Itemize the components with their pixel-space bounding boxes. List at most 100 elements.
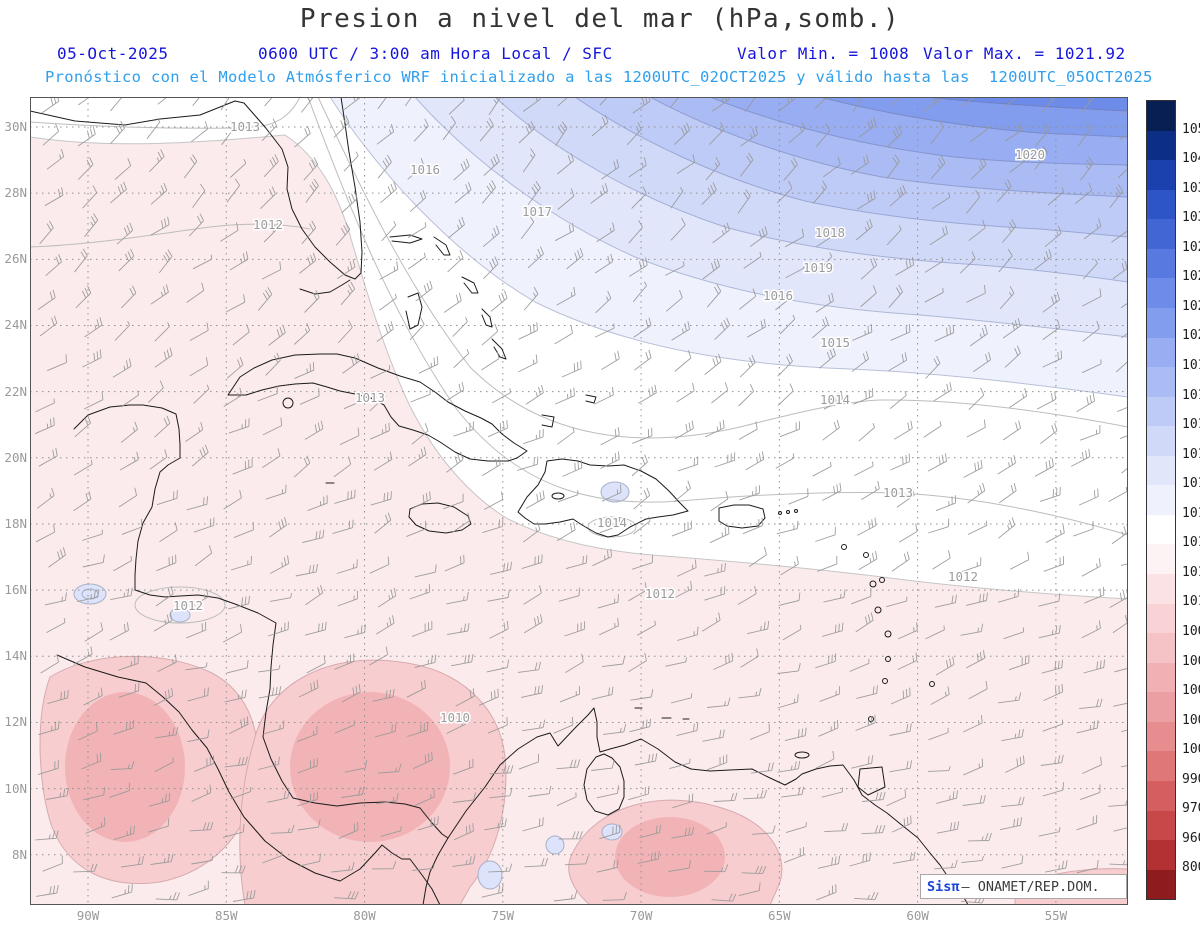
wind-barb — [740, 648, 759, 668]
contour-label: 1016 — [763, 288, 793, 303]
wind-barb — [556, 521, 576, 542]
lat-tick-label: 28N — [4, 185, 27, 201]
wind-barb — [48, 547, 66, 568]
wind-barb — [153, 612, 173, 632]
wind-barb — [630, 689, 654, 701]
wind-barb — [302, 529, 325, 543]
colorbar-band — [1147, 603, 1175, 634]
wind-barb — [407, 722, 429, 737]
colorbar-tick-label: 1028 — [1182, 239, 1200, 255]
wind-barb — [817, 252, 833, 273]
wind-barb — [677, 456, 699, 472]
wind-barb — [192, 254, 213, 270]
wind-barb — [997, 455, 1016, 475]
colorbar-tick-label: 1000 — [1182, 742, 1200, 758]
wind-barb — [521, 685, 544, 698]
wind-barb — [261, 118, 278, 142]
wind-barb — [525, 490, 545, 509]
wind-barb — [1001, 796, 1025, 808]
wind-barb — [522, 719, 546, 732]
wind-barb — [340, 281, 356, 306]
wind-barb — [557, 427, 575, 445]
wind-barb — [590, 183, 609, 204]
wind-barb — [305, 178, 319, 203]
wind-barb — [190, 121, 209, 143]
wind-barb — [113, 555, 133, 572]
wind-barb — [856, 685, 878, 699]
wind-barb — [409, 584, 430, 600]
wind-barb — [120, 421, 138, 443]
wind-barb — [1042, 719, 1063, 732]
wind-barb — [751, 825, 776, 835]
wind-barb — [714, 452, 736, 468]
wind-barb — [341, 684, 361, 703]
colorbar-band — [1147, 396, 1175, 427]
wind-barb — [1002, 219, 1017, 243]
wind-barb — [226, 659, 249, 674]
valid-time: 0600 UTC / 3:00 am Hora Local / SFC — [258, 44, 613, 63]
wind-barb — [413, 118, 429, 142]
wind-barb — [527, 246, 544, 269]
wind-barb — [336, 559, 358, 574]
wind-barb — [676, 559, 697, 577]
wind-barb — [85, 817, 106, 834]
wind-barb — [959, 251, 976, 274]
contour-label: 1012 — [645, 586, 675, 601]
contour-label: 1019 — [803, 260, 833, 275]
wind-barb — [1045, 860, 1068, 873]
colorbar-band — [1147, 721, 1175, 752]
wind-barb — [785, 263, 805, 279]
wind-barb — [856, 190, 876, 210]
wind-barb — [37, 487, 55, 509]
wind-barb — [226, 357, 244, 379]
wind-barb — [963, 758, 984, 776]
wind-barb — [932, 550, 951, 570]
wind-barb — [443, 493, 464, 510]
wind-barb — [375, 792, 399, 805]
wind-barb — [963, 459, 983, 478]
wind-barb — [370, 491, 392, 506]
wind-barb — [823, 589, 846, 603]
wind-barb — [818, 855, 841, 869]
wind-barb — [851, 755, 874, 769]
wind-barb — [381, 220, 397, 242]
wind-barb — [701, 612, 721, 632]
wind-barb — [413, 751, 433, 770]
wind-barb — [370, 365, 391, 379]
wind-barb — [555, 121, 568, 146]
lat-tick-label: 26N — [4, 251, 27, 267]
wind-barb — [704, 353, 722, 375]
wind-barb — [961, 895, 986, 904]
wind-barb — [740, 126, 759, 147]
wind-barb — [816, 884, 837, 901]
wind-barb — [305, 584, 324, 606]
wind-barb — [821, 622, 844, 637]
wind-barb — [1043, 556, 1064, 572]
wind-barb — [857, 517, 877, 536]
wind-barb — [591, 686, 614, 700]
wind-barb — [262, 417, 283, 436]
wind-barb — [1083, 218, 1102, 240]
wind-barb — [886, 789, 907, 807]
wind-barb — [267, 621, 289, 637]
lat-tick-label: 12N — [4, 714, 27, 730]
wind-barb — [960, 557, 982, 573]
wind-barb — [1075, 182, 1093, 204]
wind-barb — [229, 251, 249, 271]
wind-barb — [1081, 620, 1101, 639]
wind-barb — [229, 716, 249, 735]
wind-barb — [629, 257, 648, 277]
wind-barb — [77, 157, 94, 180]
wind-barb — [961, 97, 976, 107]
pressure-shading — [30, 97, 1128, 905]
wind-barb — [565, 653, 584, 673]
wind-barb — [935, 656, 955, 676]
colorbar-band — [1147, 840, 1175, 870]
colorbar-band — [1147, 751, 1175, 781]
wind-barb — [158, 249, 173, 274]
wind-barb — [374, 512, 392, 534]
wind-barb — [674, 350, 692, 372]
wind-barb — [1114, 667, 1128, 673]
wind-barb — [706, 754, 728, 771]
colorbar-band — [1147, 544, 1175, 574]
